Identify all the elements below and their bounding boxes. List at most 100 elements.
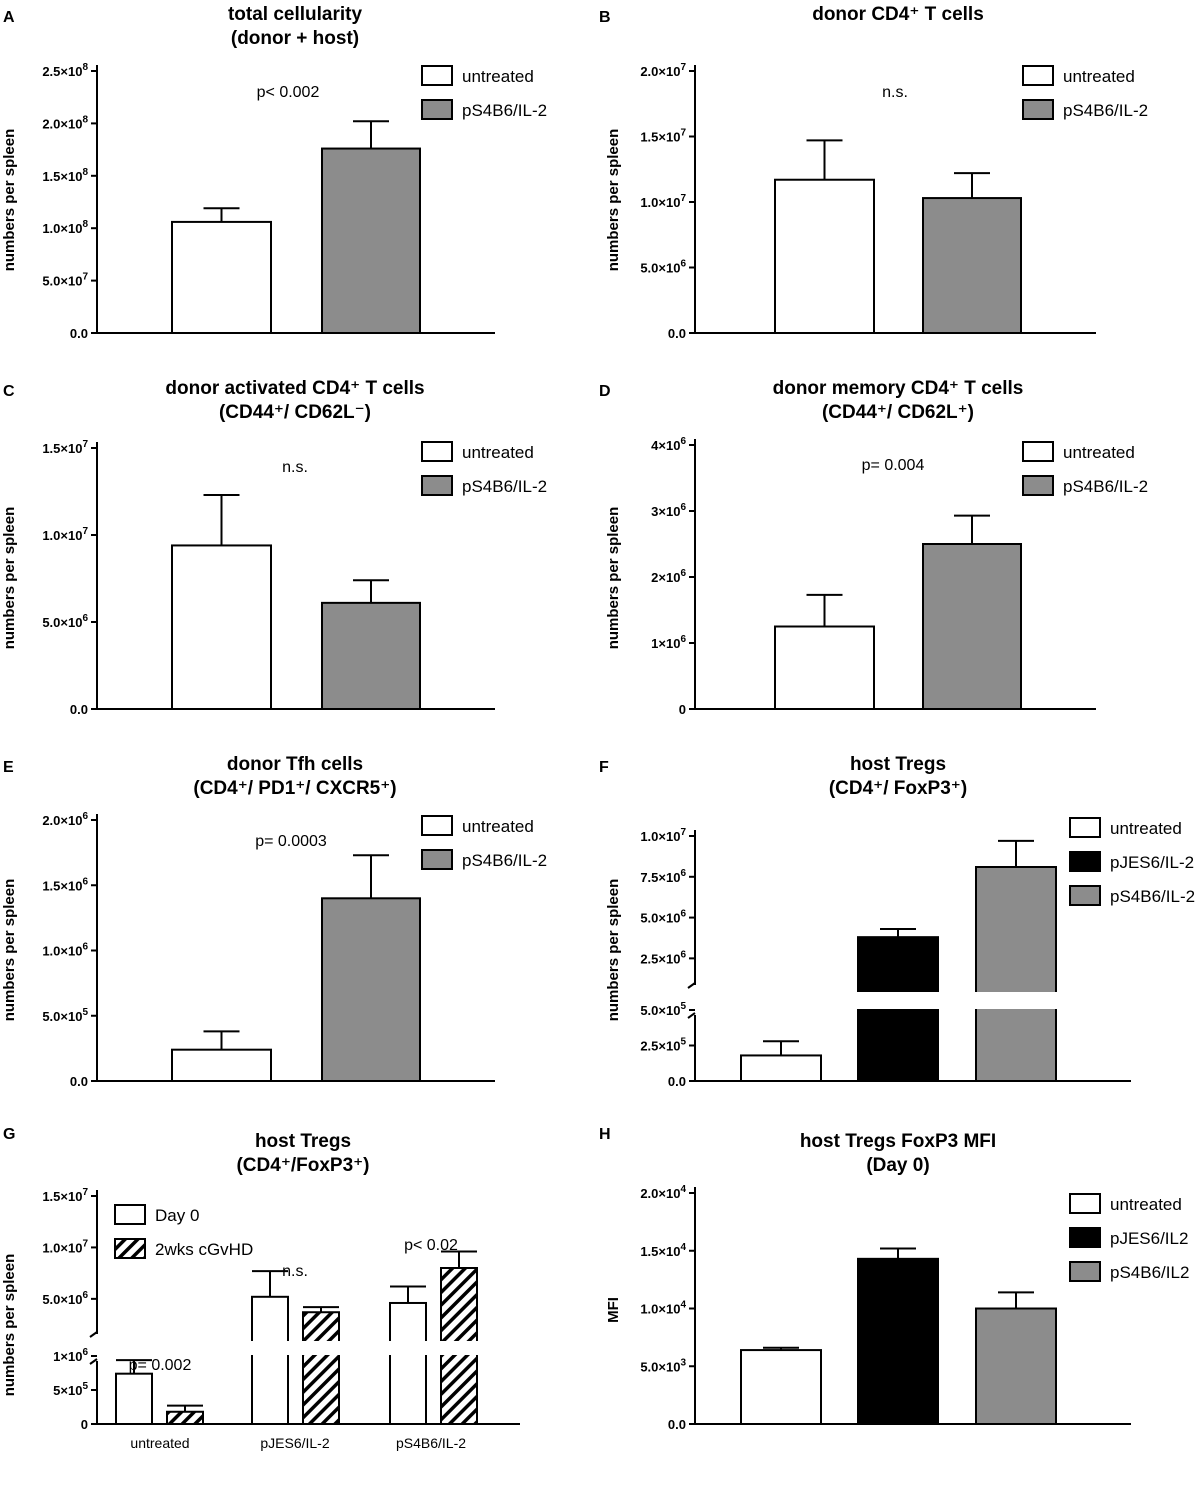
tick-mantissa: 7.5×10 <box>640 870 680 885</box>
y-tick-label: 5.0×106 <box>640 909 686 926</box>
tick-exponent: 6 <box>82 876 88 887</box>
y-tick-label: 3×106 <box>651 502 686 519</box>
y-axis-label: numbers per spleen <box>605 129 622 272</box>
tick-exponent: 6 <box>680 259 686 270</box>
tick-exponent: 5 <box>680 1037 686 1048</box>
y-tick-label: 1×106 <box>53 1347 88 1364</box>
legend-swatch <box>1069 1193 1101 1214</box>
bar <box>740 1349 822 1425</box>
tick-mantissa: 5.0×10 <box>640 261 680 276</box>
tick-mantissa: 0 <box>679 702 686 717</box>
legend-swatch <box>1022 65 1054 86</box>
legend-swatch <box>114 1238 146 1259</box>
panel-title: (CD44⁺/ CD62L⁺) <box>822 402 974 423</box>
panel-letter: E <box>3 759 14 776</box>
y-tick-label: 2.0×107 <box>640 62 686 79</box>
bar <box>975 1307 1057 1425</box>
tick-mantissa: 1.5×10 <box>42 441 82 456</box>
tick-exponent: 4 <box>680 1242 686 1253</box>
p-value: p= 0.002 <box>129 1357 192 1374</box>
bar <box>251 1295 289 1426</box>
tick-exponent: 6 <box>680 568 686 579</box>
y-tick-label: 5.0×105 <box>640 1001 686 1018</box>
x-tick-label: pJES6/IL-2 <box>260 1435 329 1451</box>
y-tick-label: 1.5×108 <box>42 167 88 184</box>
tick-exponent: 6 <box>82 1290 88 1301</box>
tick-mantissa: 2.0×10 <box>42 813 82 828</box>
tick-mantissa: 4×10 <box>651 438 680 453</box>
p-value: n.s. <box>282 459 308 476</box>
tick-exponent: 7 <box>82 1187 88 1198</box>
tick-exponent: 6 <box>82 613 88 624</box>
y-tick-label: 5.0×106 <box>42 613 88 630</box>
tick-exponent: 5 <box>82 1381 88 1392</box>
tick-mantissa: 0 <box>81 1417 88 1432</box>
legend-swatch <box>1069 817 1101 838</box>
y-tick-label: 0.0 <box>70 1074 88 1089</box>
bar <box>166 1410 204 1426</box>
y-tick-label: 4×106 <box>651 436 686 453</box>
panel-title: host Tregs FoxP3 MFI <box>800 1131 996 1152</box>
tick-exponent: 6 <box>680 868 686 879</box>
y-axis-label: numbers per spleen <box>1 1254 18 1397</box>
legend-label: pS4B6/IL-2 <box>1063 101 1148 120</box>
tick-mantissa: 1.5×10 <box>640 130 680 145</box>
bar <box>774 625 875 710</box>
legend-label: pS4B6/IL-2 <box>1110 887 1195 906</box>
tick-exponent: 3 <box>680 1357 686 1368</box>
y-tick-label: 0.0 <box>668 326 686 341</box>
legend-label: untreated <box>462 817 534 836</box>
bar <box>171 220 272 334</box>
tick-mantissa: 0.0 <box>668 326 686 341</box>
tick-mantissa: 1.0×10 <box>640 195 680 210</box>
legend-label: untreated <box>1110 819 1182 838</box>
y-tick-label: 0.0 <box>70 326 88 341</box>
y-axis-label: numbers per spleen <box>1 507 18 650</box>
tick-mantissa: 1.0×10 <box>42 528 82 543</box>
tick-mantissa: 5.0×10 <box>640 911 680 926</box>
y-tick-label: 2.5×105 <box>640 1037 686 1054</box>
bar <box>302 1311 340 1425</box>
y-tick-label: 1.0×107 <box>42 1238 88 1255</box>
tick-exponent: 7 <box>82 272 88 283</box>
y-tick-label: 1.5×107 <box>640 128 686 145</box>
tick-mantissa: 1×10 <box>651 636 680 651</box>
axis-break-mark <box>687 1012 696 1019</box>
tick-mantissa: 5.0×10 <box>42 1292 82 1307</box>
tick-mantissa: 2.0×10 <box>640 64 680 79</box>
x-tick-label: untreated <box>130 1435 189 1451</box>
bar <box>171 1048 272 1083</box>
y-tick-label: 0.0 <box>668 1074 686 1089</box>
legend-swatch <box>1069 1227 1101 1248</box>
bar <box>740 1054 822 1082</box>
tick-mantissa: 1.0×10 <box>640 1302 680 1317</box>
tick-mantissa: 0.0 <box>70 1074 88 1089</box>
y-tick-label: 2.0×108 <box>42 114 88 131</box>
tick-exponent: 7 <box>82 439 88 450</box>
y-tick-label: 2.5×106 <box>640 949 686 966</box>
tick-exponent: 8 <box>82 114 88 125</box>
tick-exponent: 6 <box>680 949 686 960</box>
panel-title: (CD4⁺/ FoxP3⁺) <box>829 778 967 799</box>
legend-swatch <box>1069 851 1101 872</box>
tick-exponent: 5 <box>680 1001 686 1012</box>
panel-title: (CD44⁺/ CD62L⁻) <box>219 402 371 423</box>
panel-title: host Tregs <box>255 1131 351 1152</box>
y-axis-label: numbers per spleen <box>1 879 18 1022</box>
tick-mantissa: 5.0×10 <box>42 1009 82 1024</box>
tick-mantissa: 2×10 <box>651 570 680 585</box>
tick-mantissa: 1.0×10 <box>42 1240 82 1255</box>
panel-title: (CD4⁺/ PD1⁺/ CXCR5⁺) <box>193 778 396 799</box>
y-tick-label: 1.5×104 <box>640 1242 686 1259</box>
panel-title: donor Tfh cells <box>227 754 363 775</box>
y-axis-label: numbers per spleen <box>605 507 622 650</box>
tick-exponent: 4 <box>680 1300 686 1311</box>
y-tick-label: 0 <box>81 1417 88 1432</box>
y-tick-label: 1×106 <box>651 634 686 651</box>
